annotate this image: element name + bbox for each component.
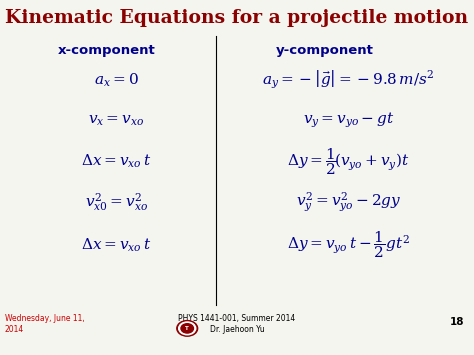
Text: $a_{x} =0$: $a_{x} =0$: [94, 71, 138, 89]
Text: x-component: x-component: [58, 44, 155, 58]
Text: T: T: [185, 326, 189, 331]
Circle shape: [179, 322, 196, 335]
Text: $\Delta y = v_{yo}\, t - \dfrac{1}{2}g t^{2}$: $\Delta y = v_{yo}\, t - \dfrac{1}{2}g t…: [287, 230, 410, 260]
Text: $\Delta y = \dfrac{1}{2}\!\left(v_{yo} + v_{y}\right)t$: $\Delta y = \dfrac{1}{2}\!\left(v_{yo} +…: [287, 146, 410, 177]
Text: y-component: y-component: [276, 44, 374, 58]
Circle shape: [177, 321, 198, 336]
Text: $\Delta x = v_{xo}\, t$: $\Delta x = v_{xo}\, t$: [81, 153, 151, 170]
Text: $v_{x0}^{2} = v_{xo}^{2}$: $v_{x0}^{2} = v_{xo}^{2}$: [85, 191, 147, 213]
Text: $v_{y} = v_{yo} - gt$: $v_{y} = v_{yo} - gt$: [302, 111, 394, 130]
Text: $v_{x} = v_{xo}$: $v_{x} = v_{xo}$: [88, 114, 144, 128]
Text: Wednesday, June 11,
2014: Wednesday, June 11, 2014: [5, 314, 84, 334]
Text: PHYS 1441-001, Summer 2014
Dr. Jaehoon Yu: PHYS 1441-001, Summer 2014 Dr. Jaehoon Y…: [178, 314, 296, 334]
Text: $\Delta x = v_{xo}\, t$: $\Delta x = v_{xo}\, t$: [81, 236, 151, 254]
Text: Kinematic Equations for a projectile motion: Kinematic Equations for a projectile mot…: [5, 9, 469, 27]
Circle shape: [181, 324, 193, 333]
Text: $a_{y} =-\left|\vec{g}\right| =-9.8\,m/s^{2}$: $a_{y} =-\left|\vec{g}\right| =-9.8\,m/s…: [262, 69, 435, 91]
Text: $v_{y}^{2} = v_{yo}^{2} - 2gy$: $v_{y}^{2} = v_{yo}^{2} - 2gy$: [296, 190, 401, 214]
Text: 18: 18: [450, 317, 465, 327]
